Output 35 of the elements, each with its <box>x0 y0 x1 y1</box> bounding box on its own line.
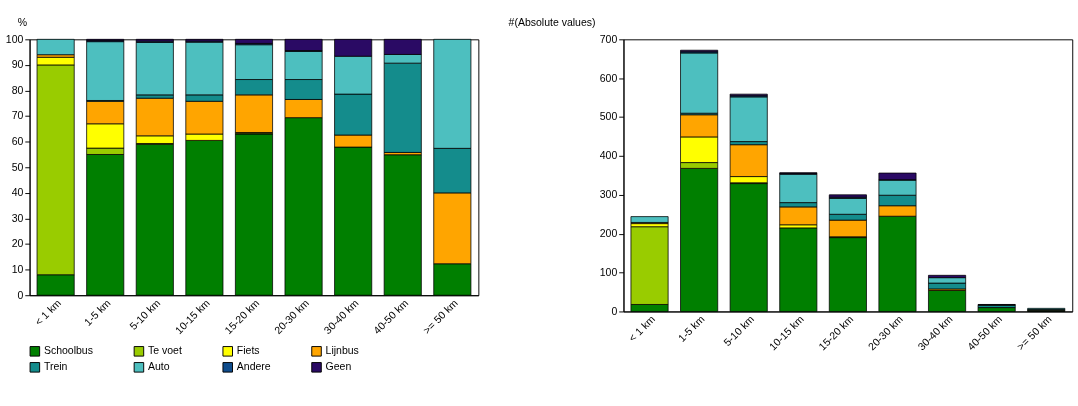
x-tick-label: < 1 km <box>32 296 64 328</box>
y-tick-label: 300 <box>599 188 618 201</box>
x-tick-label: >= 50 km <box>420 296 460 337</box>
y-tick-label: 60 <box>11 135 24 148</box>
x-tick-label: 1-5 km <box>675 312 707 345</box>
legend-label: Trein <box>43 360 68 373</box>
x-tick-label: < 1 km <box>626 312 658 344</box>
y-tick-label: 700 <box>599 32 618 45</box>
y-tick-label: 90 <box>11 58 24 71</box>
y-tick-label: 600 <box>599 71 618 84</box>
y-tick-label: 100 <box>599 265 618 278</box>
legend-label: Schoolbus <box>43 344 93 357</box>
y-tick-label: 400 <box>599 149 618 162</box>
y-tick-label: 0 <box>17 288 24 301</box>
legend-label: Andere <box>236 360 271 373</box>
y-tick-label: 100 <box>5 32 24 45</box>
y-tick-label: 200 <box>599 227 618 240</box>
y-axis-title: % <box>17 16 28 29</box>
legend-label: Auto <box>148 360 170 373</box>
x-tick-label: >= 50 km <box>1014 312 1054 353</box>
y-tick-label: 0 <box>611 304 618 317</box>
y-tick-label: 500 <box>599 110 618 123</box>
legend-label: Te voet <box>148 344 182 357</box>
legend-label: Lijnbus <box>325 344 359 357</box>
y-tick-label: 80 <box>11 83 24 96</box>
y-tick-label: 40 <box>11 186 24 199</box>
legend-label: Geen <box>325 360 352 373</box>
legend-label: Fiets <box>236 344 260 357</box>
chart-title: #(Absolute values) <box>508 15 596 28</box>
y-tick-label: 10 <box>11 262 24 275</box>
y-tick-label: 70 <box>11 109 24 122</box>
x-tick-label: 1-5 km <box>81 296 113 328</box>
y-tick-label: 20 <box>11 237 24 250</box>
y-tick-label: 30 <box>11 211 24 224</box>
y-tick-label: 50 <box>11 160 24 173</box>
